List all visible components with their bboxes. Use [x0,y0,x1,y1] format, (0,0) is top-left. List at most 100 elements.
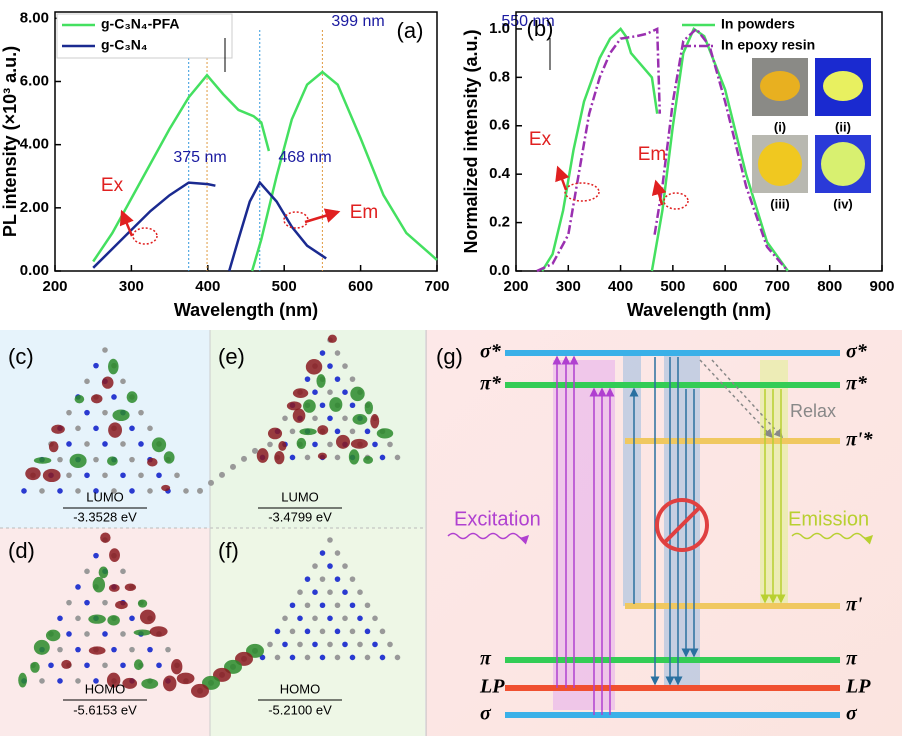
orbital-name: LUMO [281,489,319,504]
atom [66,472,72,479]
series-line [650,26,789,272]
level-label: π'* [846,429,873,451]
arrow [555,165,570,191]
atom [312,615,318,622]
y-tick-label: 0.4 [489,165,511,182]
orbital-lobe [108,358,119,375]
x-axis-label: Wavelength (nm) [627,300,771,320]
annotation: 550 nm [501,13,554,30]
atom [282,615,288,622]
atom [57,646,63,653]
atom [267,641,273,648]
level-label: σ [480,703,492,725]
excitation-label: Excitation [454,508,541,530]
orbital-lobe [61,659,72,669]
annotation: Em [350,202,379,223]
atom [334,454,341,461]
arrow [119,209,134,237]
atom [39,678,45,684]
atom [349,654,356,661]
orbital-lobe [91,394,103,404]
annotation: Em [638,144,667,165]
y-tick-label: 0.00 [20,262,49,279]
atom [379,454,386,461]
atom [364,428,371,435]
atom [138,472,144,479]
orbital-lobe [98,566,109,579]
atom [129,615,135,622]
forbidden [663,506,701,544]
atom [208,479,214,486]
level-label: π [846,648,858,670]
series-line [653,27,789,272]
level-label: σ* [480,341,502,363]
band [760,360,788,606]
orbital-lobe [292,388,309,398]
atom [357,641,363,648]
atom [289,628,296,635]
atom [364,602,371,609]
panel-label: (g) [436,344,463,369]
orbital-lobe [296,437,307,449]
atom [349,576,356,582]
orbital-lobe [18,672,27,688]
atom [48,662,54,669]
atom [342,363,348,369]
x-tick-label: 300 [556,278,581,295]
atom [327,415,333,422]
legend-label: In powders [721,16,795,32]
atom [75,678,81,684]
orbital-lobe [109,548,120,563]
panel-label: (d) [8,538,35,563]
orbital-lobe [25,467,41,481]
orbital-lobe [191,683,209,698]
atom [120,631,126,637]
atom [297,615,303,622]
orbital-lobe [88,614,106,624]
orbital-lobe [112,409,130,422]
orbital-lobe [376,428,394,439]
atom [357,589,363,595]
orbital-lobe [364,401,373,415]
orbital-lobe [126,391,138,403]
orbital-lobe [274,450,285,465]
atom [102,441,108,447]
y-axis-label: PL intensity (×10³ a.u.) [0,46,20,237]
atom [93,456,99,463]
highlight [132,227,158,245]
orbital-lobe [267,427,283,440]
atom [304,602,311,609]
atom [274,628,281,635]
legend-label: g-C₃N₄ [101,37,148,53]
atom [312,389,318,396]
atom [102,662,108,669]
orbital-name: HOMO [85,681,125,696]
orbital-lobe [317,425,329,435]
orbital-lobe [51,424,65,434]
atom [120,441,126,447]
orbital-lobe [74,394,85,404]
annotation: 399 nm [331,13,384,30]
atom [66,599,72,606]
atom [111,488,117,494]
atom [129,425,135,432]
highlight [564,182,600,202]
atom [102,409,108,416]
orbital-lobe [88,646,106,655]
level-label: π [480,648,492,670]
orbital-name: LUMO [86,489,124,504]
orbital-energy: -5.6153 eV [73,702,137,717]
annotation: 375 nm [173,149,226,166]
atom [75,425,81,432]
atom [394,654,401,661]
orbital-lobe [33,639,50,655]
annotation: 468 nm [278,149,331,166]
atom [349,376,356,382]
atom [289,602,296,609]
orbital-lobe [115,600,128,610]
y-tick-label: 0.6 [489,117,510,134]
orbital-lobe [106,672,121,688]
atom [327,389,333,396]
atom [319,402,326,409]
